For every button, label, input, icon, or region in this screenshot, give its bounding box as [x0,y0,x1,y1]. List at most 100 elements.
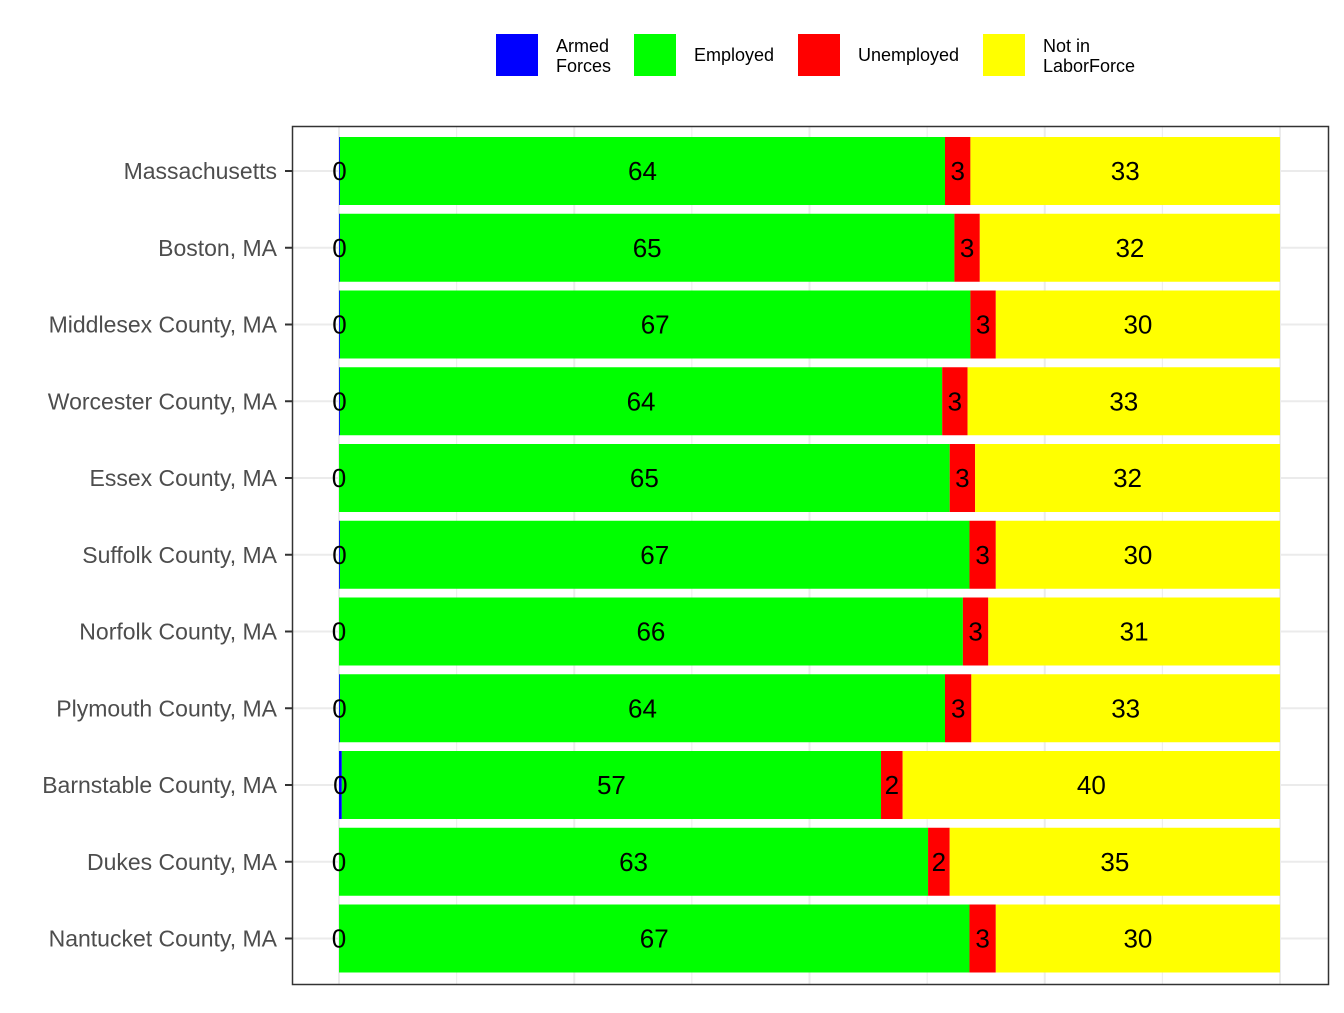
data-labels: 0 64 3 330 65 3 320 67 3 300 64 3 330 65 3 320 67 3 300 66 3… [332,156,1153,954]
bar-segment [995,904,1280,973]
data-label: 3 [975,540,989,570]
bar-segment [942,367,968,436]
legend-label-line: LaborForce [1043,56,1135,76]
bar-segment [339,213,340,282]
bar-segment [979,213,1280,282]
data-label: 65 [633,233,662,263]
data-label: 32 [1113,463,1142,493]
y-tick-label: Essex County, MA [90,465,278,491]
bar-segment [967,367,1280,436]
data-label: 63 [619,847,648,877]
data-label: 67 [641,310,670,340]
data-label: 40 [1077,770,1106,800]
data-label: 3 [976,310,990,340]
data-label: 3 [960,233,974,263]
data-label: 64 [627,386,656,416]
bar-segment [339,213,955,282]
bar-segment [339,751,342,819]
bar-segment [339,290,971,359]
plot-panel-border [291,125,1330,986]
bar-segment [949,444,976,512]
data-label: 0 [333,770,347,800]
data-label: 3 [950,156,964,186]
data-label: 0 [332,156,346,186]
data-label: 67 [640,924,669,954]
bars [339,137,1280,973]
bar-segment [962,597,989,666]
data-label: 3 [968,617,982,647]
bar-segment [949,827,1280,896]
bar-segment [339,290,340,359]
bar-segment [339,520,970,589]
data-label: 0 [332,693,346,723]
legend-key [983,34,1025,76]
data-label: 67 [640,540,669,570]
bar-segment [970,290,996,359]
data-label: 0 [332,386,346,416]
data-label: 0 [332,540,346,570]
bar-segment [995,290,1280,359]
y-tick-label: Dukes County, MA [87,849,278,875]
data-label: 3 [975,924,989,954]
legend-label: Not in LaborForce [1043,36,1135,76]
data-label: 0 [332,463,346,493]
legend-key [798,34,840,76]
y-tick-label: Norfolk County, MA [79,619,277,645]
legend-key [634,34,676,76]
data-label: 0 [332,233,346,263]
bar-segment [339,367,340,436]
bar-segment [339,137,340,205]
bar-segment [928,827,950,896]
bar-segment [970,137,1280,205]
data-label: 57 [597,770,626,800]
bar-segment [881,751,903,819]
bar-segment [969,520,996,589]
legend-key [496,34,538,76]
bar-segment [339,367,943,436]
bar-segment [339,444,950,512]
y-axis: Massachusetts Boston, MA Middlesex County,… [42,158,293,952]
bar-segment [969,904,996,973]
bar-segment [339,904,970,973]
data-label: 0 [332,924,346,954]
bar-segment [954,213,980,282]
data-label: 3 [948,386,962,416]
data-label: 65 [630,463,659,493]
legend-label-line: Forces [556,56,611,76]
legend-label: Employed [694,45,774,65]
legend-label: Armed Forces [556,36,611,76]
bar-segment [339,674,340,743]
y-tick-label: Worcester County, MA [48,388,278,414]
bar-segment [341,751,882,819]
bar-segment [975,444,1280,512]
y-tick-label: Barnstable County, MA [42,772,277,798]
data-label: 2 [885,770,899,800]
data-label: 3 [951,693,965,723]
data-label: 66 [636,617,665,647]
data-label: 33 [1111,693,1140,723]
data-label: 64 [628,693,657,723]
bar-segment [339,520,340,589]
bar-segment [995,520,1280,589]
data-label: 33 [1109,386,1138,416]
bar-segment [988,597,1280,666]
data-label: 2 [932,847,946,877]
data-label: 30 [1123,924,1152,954]
bar-segment [339,137,946,205]
data-label: 30 [1123,540,1152,570]
data-label: 0 [332,310,346,340]
y-tick-label: Plymouth County, MA [56,695,277,721]
bar-segment [339,597,963,666]
data-label: 31 [1120,617,1149,647]
legend: Armed Forces Employed Unemployed Not in Labor… [496,34,1135,76]
bar-segment [945,137,971,205]
y-tick-label: Middlesex County, MA [49,312,278,338]
bar-segment [971,674,1280,743]
data-label: 0 [332,617,346,647]
data-label: 30 [1123,310,1152,340]
y-tick-label: Nantucket County, MA [49,926,278,952]
bar-segment [945,674,972,743]
y-tick-label: Massachusetts [124,158,277,184]
